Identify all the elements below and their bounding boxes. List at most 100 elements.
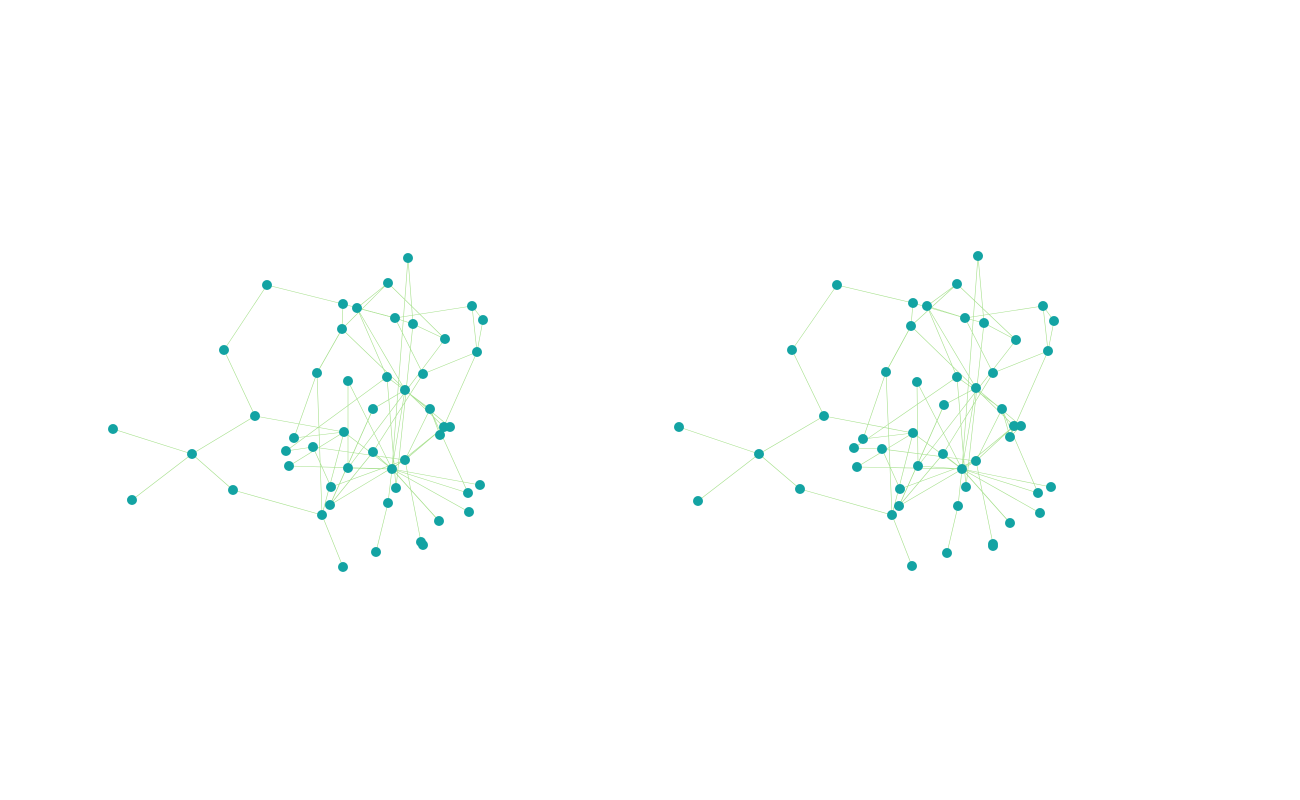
graph-node: [754, 449, 764, 459]
graph-node: [952, 279, 962, 289]
graph-node: [289, 433, 299, 443]
graph-edge: [961, 425, 1015, 470]
graph-edge: [391, 257, 409, 470]
graph-node: [352, 303, 362, 313]
graph-edge: [975, 408, 1003, 462]
graph-edge: [347, 338, 446, 469]
graph-edge: [961, 468, 1041, 514]
graph-node: [400, 455, 410, 465]
graph-edge: [910, 325, 1015, 427]
graph-edge: [791, 349, 825, 417]
graph-node: [472, 347, 482, 357]
graph-node: [325, 500, 335, 510]
graph-edge: [836, 284, 914, 304]
graph-edge: [926, 305, 966, 319]
graph-edge: [316, 328, 343, 374]
graph-edge: [791, 284, 838, 351]
graph-node: [1011, 335, 1021, 345]
graph-edge: [926, 305, 958, 378]
graph-node: [281, 446, 291, 456]
graph-node: [368, 404, 378, 414]
graph-edge: [387, 282, 446, 340]
graph-node: [960, 313, 970, 323]
graph-node: [961, 482, 971, 492]
graph-edge: [977, 255, 985, 324]
graph-edge: [943, 387, 977, 406]
graph-node: [440, 334, 450, 344]
graph-node: [445, 422, 455, 432]
graph-node: [1005, 518, 1015, 528]
graph-edge: [316, 372, 323, 516]
network-graph-right: [674, 251, 1059, 571]
graph-edge: [926, 305, 977, 389]
graph-edge: [862, 371, 887, 440]
graph-edge: [391, 468, 469, 494]
graph-node: [250, 411, 260, 421]
graph-node: [435, 430, 445, 440]
graph-edge: [356, 307, 388, 378]
graph-node: [1035, 508, 1045, 518]
graph-edge: [697, 453, 760, 502]
graph-node: [908, 428, 918, 438]
graph-node: [881, 367, 891, 377]
graph-edge: [983, 322, 1017, 341]
graph-edge: [422, 351, 478, 375]
graph-node: [693, 496, 703, 506]
graph-edge: [266, 284, 344, 305]
graph-edge: [856, 466, 963, 470]
graph-node: [907, 561, 917, 571]
edge-layer: [112, 257, 484, 568]
graph-node: [913, 461, 923, 471]
node-layer: [674, 251, 1059, 571]
graph-node: [464, 507, 474, 517]
graph-node: [819, 411, 829, 421]
graph-edge: [394, 317, 424, 375]
graph-node: [262, 280, 272, 290]
graph-node: [387, 464, 397, 474]
graph-edge: [881, 448, 977, 462]
graph-edge: [404, 408, 431, 461]
graph-node: [391, 483, 401, 493]
graph-node: [979, 318, 989, 328]
graph-node: [971, 456, 981, 466]
graph-edge: [916, 381, 963, 470]
graph-node: [894, 501, 904, 511]
graph-node: [952, 372, 962, 382]
graph-node: [127, 495, 137, 505]
graph-edge: [942, 372, 994, 455]
graph-node: [858, 434, 868, 444]
graph-node: [343, 463, 353, 473]
graph-node: [877, 444, 887, 454]
graph-node: [326, 482, 336, 492]
graph-node: [382, 372, 392, 382]
graph-edge: [678, 426, 760, 455]
graph-node: [187, 449, 197, 459]
graph-edge: [912, 432, 963, 470]
graph-node: [1005, 432, 1015, 442]
graph-edge: [961, 468, 1052, 488]
graph-edge: [112, 428, 193, 455]
graph-edge: [391, 468, 481, 486]
graph-node: [795, 484, 805, 494]
graph-node: [339, 427, 349, 437]
graph-edge: [254, 415, 345, 433]
graph-edge: [404, 459, 422, 543]
graph-edge: [321, 431, 345, 516]
graph-node: [957, 464, 967, 474]
graph-edge: [992, 350, 1049, 374]
graph-edge: [961, 468, 1039, 494]
graph-node: [219, 345, 229, 355]
network-graph-left: [108, 253, 488, 572]
graph-node: [371, 547, 381, 557]
graph-node: [942, 548, 952, 558]
graph-edge: [898, 404, 945, 507]
graph-edge: [191, 453, 234, 491]
graph-node: [908, 298, 918, 308]
graph-edge: [891, 432, 914, 516]
graph-edge: [412, 323, 446, 340]
graph-node: [284, 461, 294, 471]
graph-node: [108, 424, 118, 434]
graph-node: [390, 313, 400, 323]
graph-node: [400, 385, 410, 395]
